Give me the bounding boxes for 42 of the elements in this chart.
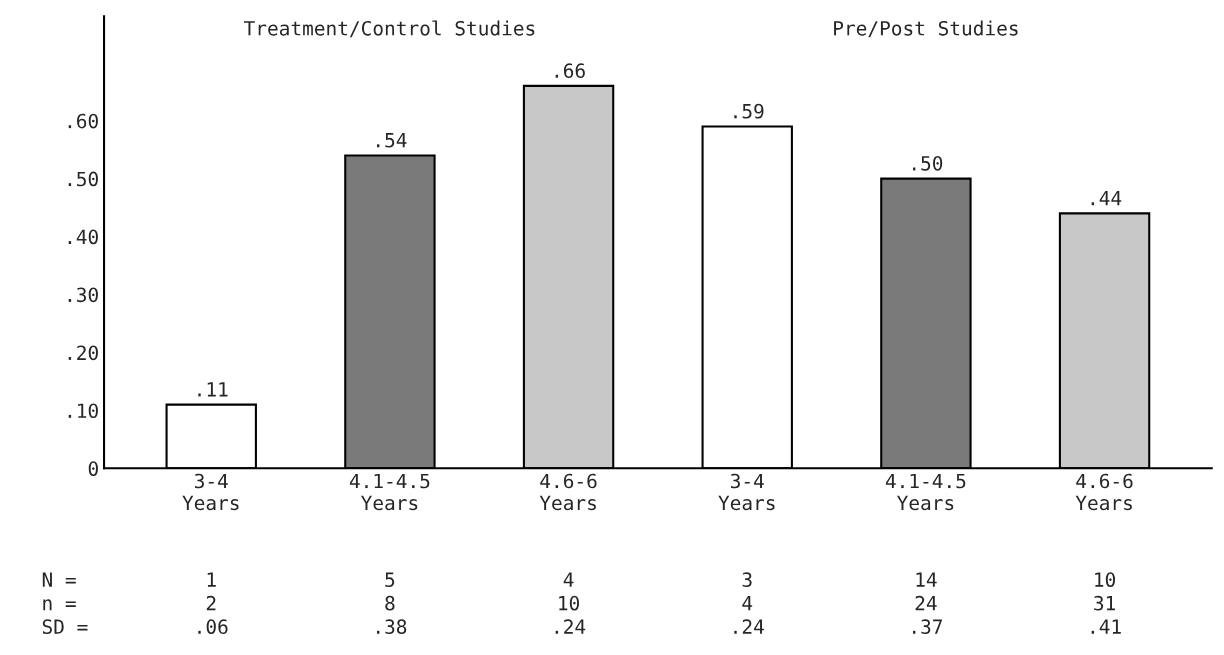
y-tick-label: .30 [68,287,98,303]
text: 3 [742,572,752,588]
text: 1 [207,572,216,587]
annotation: Treatment/Control Studies [244,20,535,38]
y-tick-label: 0 [88,461,98,477]
text: .41 [1091,619,1121,634]
annotation: Pre/Post Studies [834,20,1018,38]
text: 8 [385,595,395,611]
text: .37 [912,619,942,635]
text: 31 [1094,595,1115,611]
text: 14 [916,572,937,587]
text: 10 [1095,572,1116,588]
y-tick-label: .10 [68,403,98,419]
text: .06 [198,619,228,635]
y-tick-label: .40 [68,229,98,245]
data-label: .11 [198,382,228,397]
text: .24 [555,619,586,634]
data-label: .50 [912,155,943,171]
text: 24 [915,595,937,611]
text: 5 [385,572,395,588]
text: .24 [734,619,764,634]
data-label: .54 [376,133,407,148]
data-label: .59 [734,103,764,119]
text: .38 [376,619,407,635]
x-tick-label: 3-4 Years [182,473,239,511]
x-tick-label: 4.6-6 Years [539,473,597,511]
text: SD = [42,619,88,635]
text: 4 [563,572,574,587]
text: 2 [206,595,216,611]
text: 4 [742,596,753,611]
text: n = [43,599,76,611]
x-tick-label: 3-4 Years [718,473,775,511]
y-tick-label: .50 [68,171,98,187]
data-label: .66 [555,63,585,78]
y-tick-label: .20 [68,345,98,361]
text: 10 [559,595,580,611]
text: N = [42,572,76,587]
x-tick-label: 4.1-4.5 Years [885,473,966,511]
y-tick-label: .60 [68,113,98,129]
x-tick-label: 4.6-6 Years [1075,473,1133,511]
x-tick-label: 4.1-4.5 Years [349,473,430,511]
data-label: .44 [1091,190,1122,206]
